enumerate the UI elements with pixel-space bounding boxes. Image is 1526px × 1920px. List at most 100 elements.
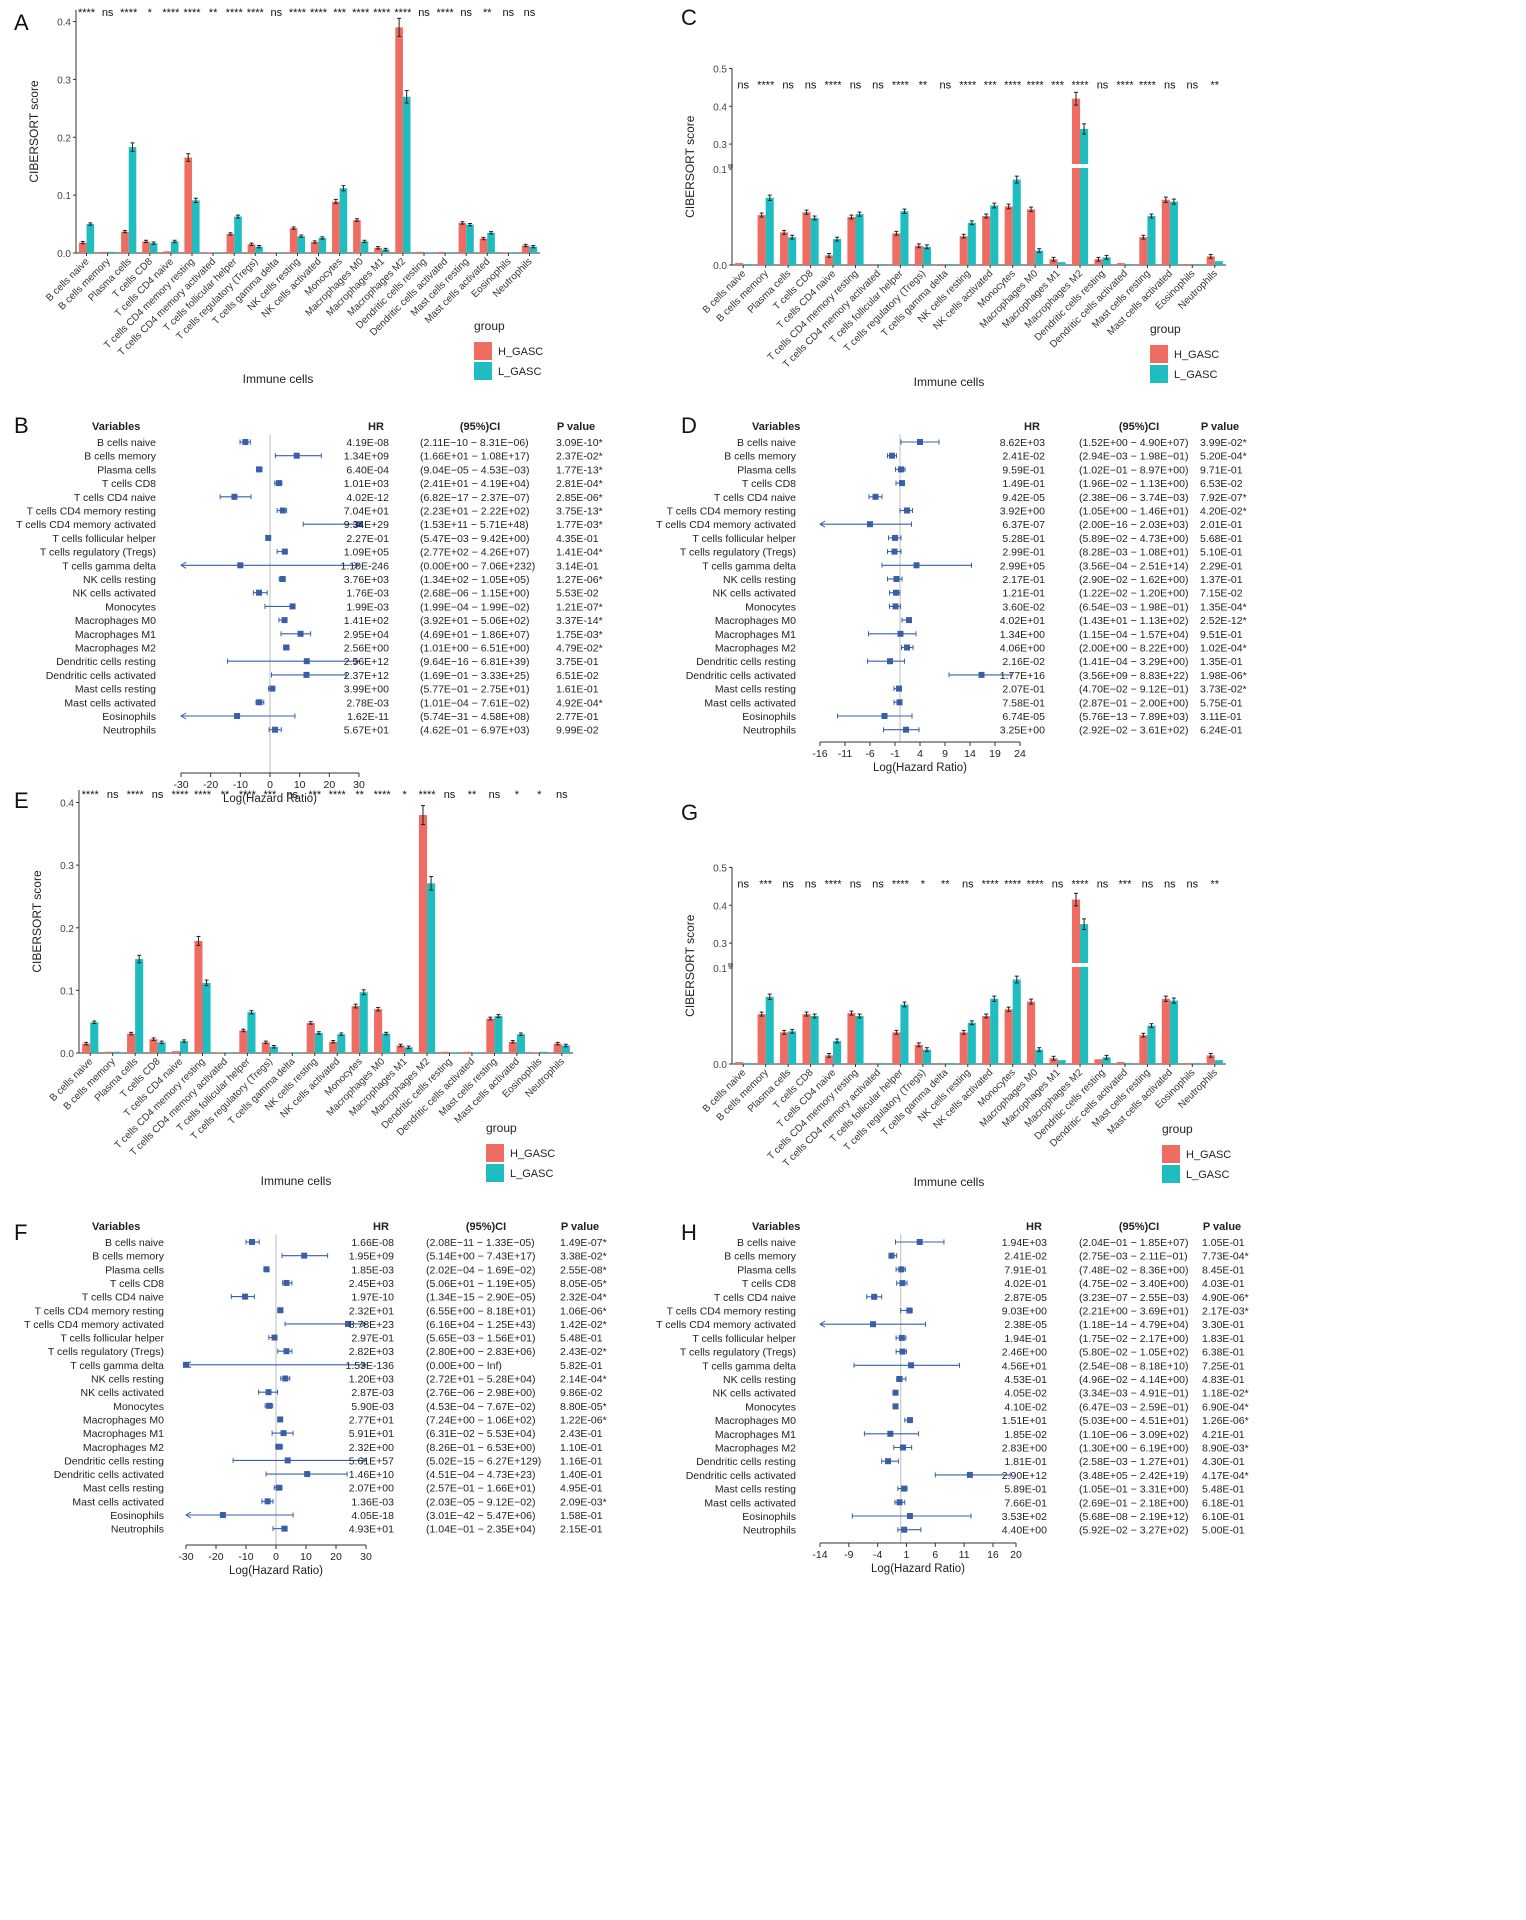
- bar-l_gasc: [1169, 1000, 1178, 1064]
- significance-label: ns: [1164, 79, 1176, 91]
- variable-label: T cells regulatory (Tregs): [48, 1346, 164, 1358]
- p-value: 8.80E-05*: [560, 1401, 607, 1413]
- bar-l_gasc: [1012, 179, 1021, 265]
- ci-value: (1.30E+00 − 6.19E+00): [1079, 1443, 1188, 1455]
- ci-arrow-right: [360, 1361, 367, 1369]
- ci-value: (3.34E−03 − 4.91E−01): [1079, 1388, 1188, 1400]
- p-value: 2.43E-02*: [560, 1346, 607, 1358]
- variable-label: Mast cells resting: [715, 1484, 796, 1496]
- header-p-value: P value: [561, 1221, 599, 1233]
- hr-value: 3.53E+02: [1002, 1511, 1047, 1523]
- x-tick-label: 24: [1014, 748, 1026, 760]
- bar-l_gasc: [314, 1032, 323, 1053]
- p-value: 4.03E-01: [1202, 1278, 1245, 1290]
- bar-l_gasc: [107, 251, 116, 253]
- significance-label: ****: [310, 7, 328, 19]
- ci-value: (1.96E−02 − 1.13E+00): [1079, 478, 1188, 490]
- p-value: 3.30E-01: [1202, 1319, 1245, 1331]
- bar-l_gasc: [743, 264, 752, 265]
- point-estimate: [870, 1321, 877, 1328]
- p-value: 1.10E-01: [560, 1442, 603, 1454]
- variable-label: Macrophages M0: [715, 615, 796, 627]
- x-axis-label: Log(Hazard Ratio): [229, 1565, 323, 1577]
- ci-value: (2.76E−06 − 2.98E+00): [426, 1387, 535, 1399]
- ci-value: (7.24E+00 − 1.06E+02): [426, 1414, 535, 1426]
- bar-h_gasc: [395, 27, 403, 253]
- hr-value: 5.67E+01: [344, 725, 389, 737]
- bar-h_gasc: [735, 1062, 744, 1064]
- point-estimate: [256, 699, 263, 706]
- bar-h_gasc: [1161, 199, 1170, 265]
- significance-label: ns: [805, 878, 817, 890]
- variable-label: Macrophages M0: [83, 1414, 164, 1426]
- significance-label: ns: [782, 79, 794, 91]
- variable-label: Dendritic cells activated: [46, 670, 156, 682]
- ci-value: (2.03E−05 − 9.12E−02): [426, 1496, 535, 1508]
- significance-label: ns: [850, 79, 862, 91]
- point-estimate: [888, 1252, 895, 1259]
- variable-label: Dendritic cells activated: [686, 670, 796, 682]
- bar-l_gasc: [1192, 1063, 1201, 1064]
- variable-label: NK cells resting: [91, 1374, 164, 1386]
- hr-value: 9.03E+00: [1002, 1306, 1047, 1318]
- bar-h_gasc: [847, 1013, 856, 1064]
- bar-l_gasc: [1147, 1025, 1156, 1064]
- p-value: 4.83E-01: [1202, 1374, 1245, 1386]
- variable-label: Neutrophils: [743, 1525, 796, 1537]
- hr-value: 1.34E+00: [1000, 629, 1045, 641]
- variable-label: T cells CD4 memory resting: [27, 506, 156, 518]
- ci-value: (3.56E+09 − 8.83E+22): [1079, 670, 1188, 682]
- ci-value: (1.10E−06 − 3.09E+02): [1079, 1429, 1188, 1441]
- ci-value: (1.05E+00 − 1.46E+01): [1079, 506, 1188, 518]
- point-estimate: [896, 1376, 903, 1382]
- significance-label: ****: [1139, 79, 1157, 91]
- variable-label: Macrophages M1: [75, 629, 156, 641]
- p-value: 1.77E-03*: [556, 519, 603, 531]
- hr-value: 2.77E+01: [349, 1414, 394, 1426]
- hr-value: 2.99E+05: [1000, 560, 1045, 572]
- ci-value: (3.23E−07 − 2.55E−03): [1079, 1292, 1188, 1304]
- bar-h_gasc: [869, 1063, 878, 1064]
- ci-value: (0.00E+00 − 7.06E+232): [420, 560, 535, 572]
- hr-value: 2.56E+00: [344, 643, 389, 655]
- variable-label: T cells gamma delta: [702, 1360, 796, 1372]
- ci-arrow-left: [819, 1320, 826, 1328]
- ci-value: (2.94E−03 − 1.98E−01): [1079, 451, 1188, 463]
- axis-break-gap: [733, 164, 1227, 168]
- significance-label: **: [468, 789, 477, 801]
- significance-label: ns: [1187, 79, 1199, 91]
- point-estimate: [234, 713, 241, 719]
- significance-label: ****: [194, 789, 212, 801]
- ci-value: (2.90E−02 − 1.62E+00): [1079, 574, 1188, 586]
- significance-label: ns: [524, 7, 536, 19]
- bar-l_gasc: [1035, 250, 1044, 265]
- x-tick-label: -11: [838, 748, 853, 760]
- y-tick-label: 0.1: [713, 964, 727, 975]
- variable-label: T cells CD4 naive: [74, 492, 156, 504]
- ci-value: (4.51E−04 − 4.73E+23): [426, 1469, 535, 1481]
- significance-label: **: [1210, 878, 1219, 890]
- point-estimate: [871, 1293, 878, 1300]
- bar-l_gasc: [292, 1052, 301, 1053]
- variable-label: NK cells activated: [713, 1388, 797, 1400]
- bar-h_gasc: [100, 251, 108, 253]
- bar-l_gasc: [1214, 261, 1223, 265]
- p-value: 3.99E-02*: [1200, 437, 1247, 449]
- bar-l_gasc: [900, 211, 909, 265]
- point-estimate: [896, 685, 902, 692]
- hr-value: 1.36E-03: [351, 1496, 394, 1508]
- y-tick-label: 0.3: [713, 939, 727, 950]
- point-estimate: [284, 1457, 291, 1464]
- point-estimate: [966, 1471, 973, 1478]
- ci-value: (2.00E−16 − 2.03E+03): [1079, 519, 1188, 531]
- bar-h_gasc: [1027, 1001, 1036, 1064]
- bar-l_gasc: [900, 1004, 909, 1064]
- point-estimate: [900, 1444, 907, 1451]
- axis-break-gap: [733, 963, 1227, 967]
- p-value: 4.92E-04*: [556, 697, 603, 709]
- variable-label: T cells follicular helper: [692, 533, 796, 545]
- hr-value: 2.95E+04: [344, 629, 389, 641]
- x-tick-label: 9: [942, 748, 948, 760]
- legend-label: H_GASC: [1174, 349, 1219, 361]
